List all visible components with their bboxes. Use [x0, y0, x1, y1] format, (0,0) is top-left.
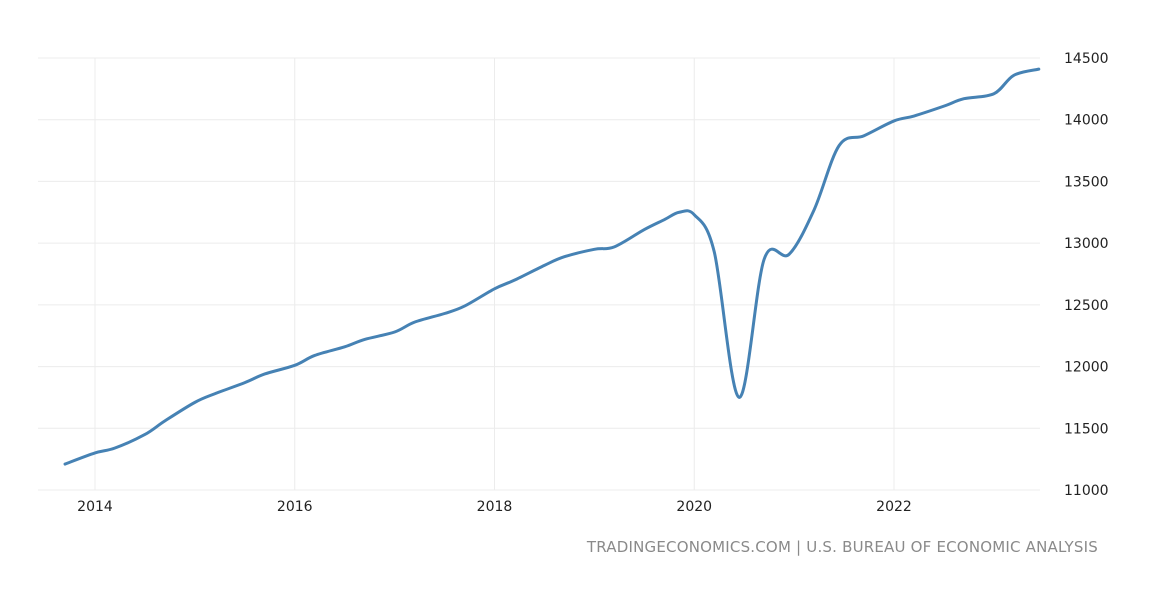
y-tick-label: 14000: [1064, 113, 1109, 129]
series-line-0: [63, 67, 1041, 466]
x-tick-label: 2016: [277, 499, 313, 515]
x-tick-label: 2018: [477, 499, 513, 515]
x-tick-label: 2014: [77, 499, 113, 515]
y-axis-ticks: 11000 11500 12000 12500 13000 13500 14000 14500: [1064, 51, 1109, 499]
y-tick-label: 11000: [1064, 483, 1109, 499]
x-axis-ticks: 2014 2016 2018 2020 2022: [77, 499, 912, 515]
y-tick-label: 14500: [1064, 51, 1109, 67]
y-tick-label: 12500: [1064, 298, 1109, 314]
x-tick-label: 2022: [876, 499, 912, 515]
y-tick-label: 13000: [1064, 236, 1109, 252]
y-tick-label: 12000: [1064, 360, 1109, 376]
series-layer: [63, 67, 1041, 466]
grid-lines: [38, 57, 1040, 491]
source-attribution: TRADINGECONOMICS.COM | U.S. BUREAU OF EC…: [586, 538, 1098, 556]
y-tick-label: 11500: [1064, 421, 1109, 437]
y-tick-label: 13500: [1064, 174, 1109, 190]
x-tick-label: 2020: [676, 499, 712, 515]
